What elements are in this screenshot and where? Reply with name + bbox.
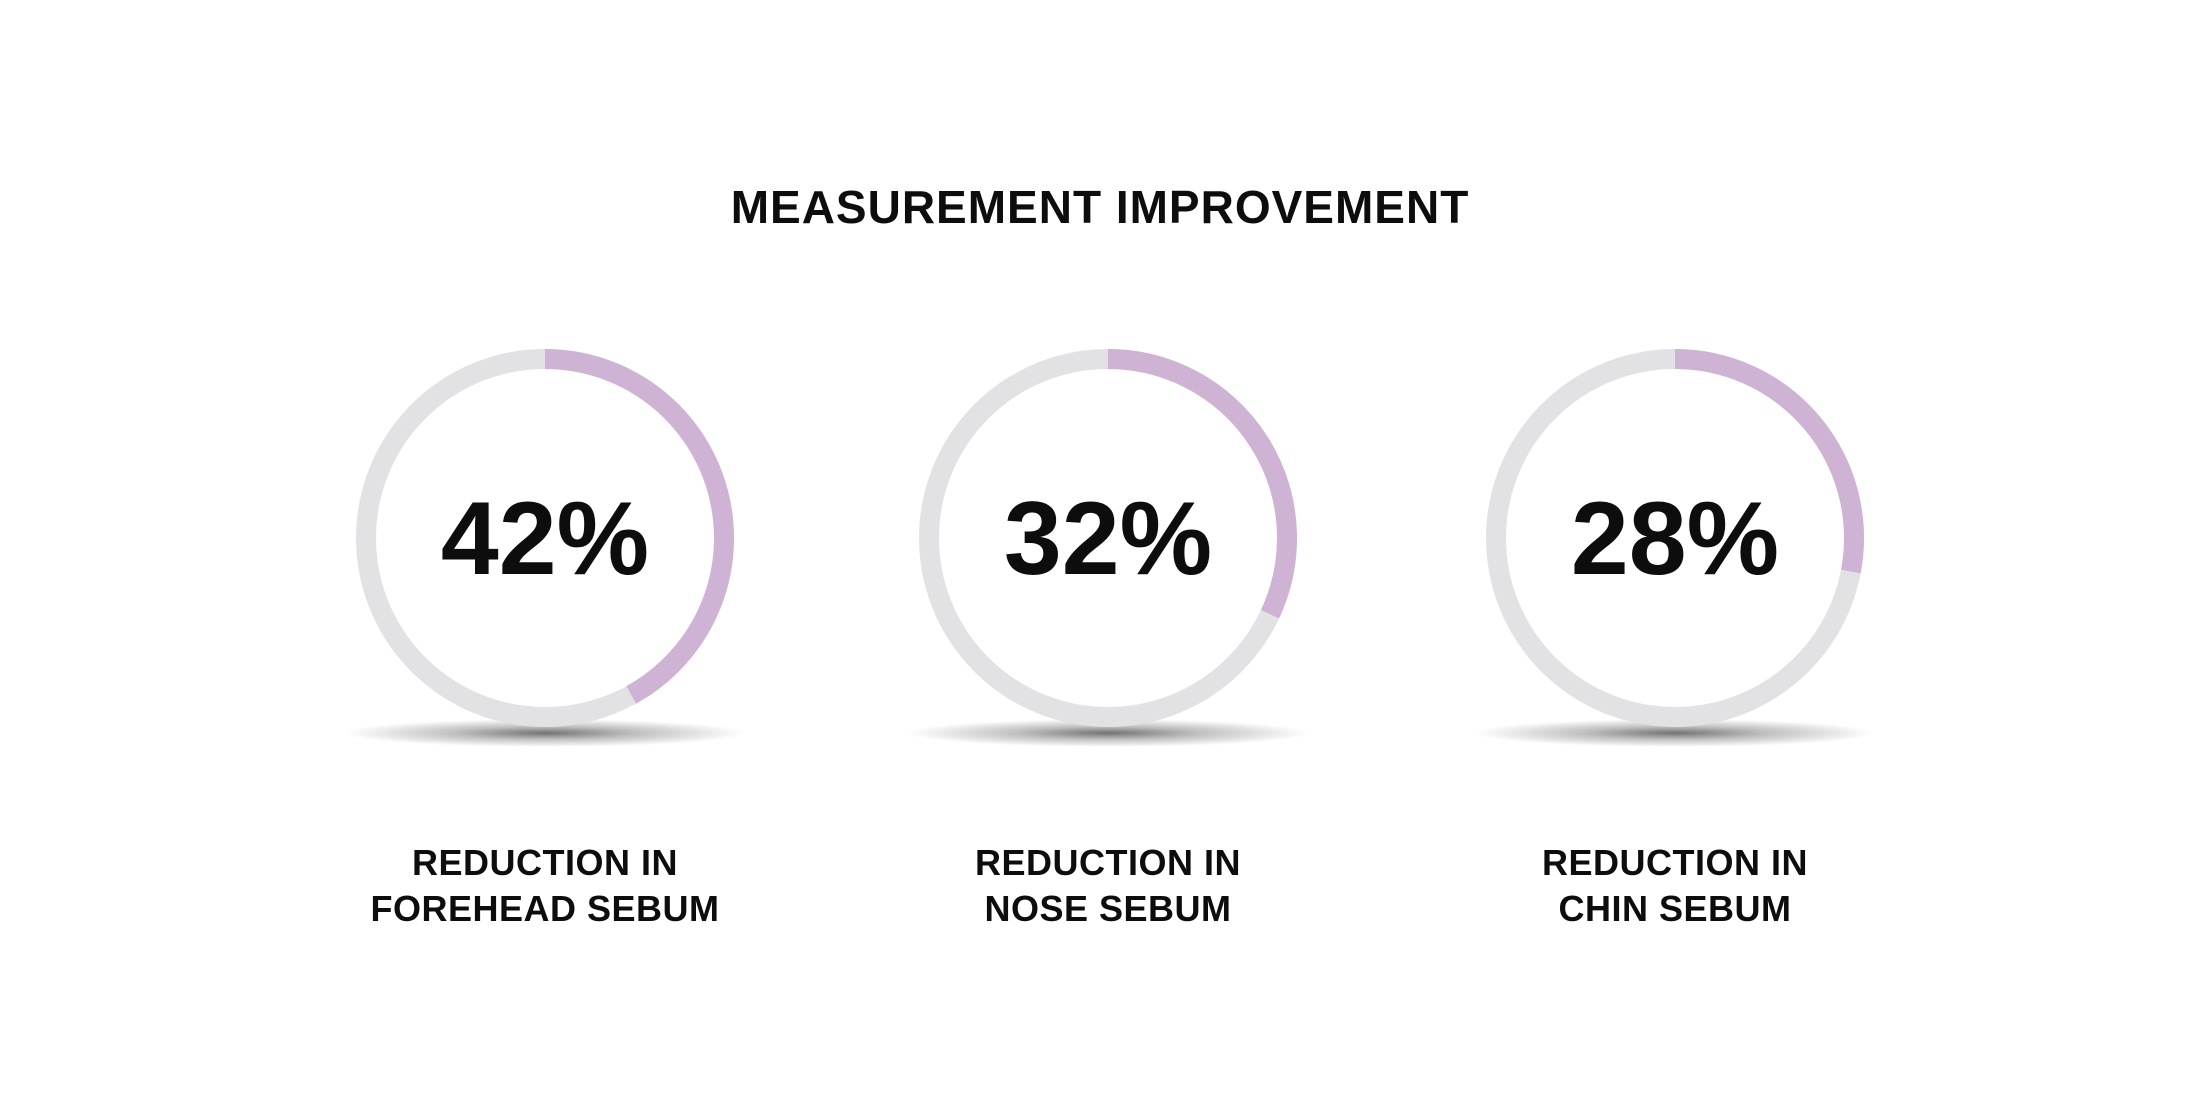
ring-shadow-nose [908,719,1308,747]
label-line: REDUCTION IN [1542,842,1808,883]
label-line: REDUCTION IN [975,842,1241,883]
label-line: CHIN SEBUM [1558,888,1792,929]
ring-disc-forehead [366,359,724,717]
chart-title: MEASUREMENT IMPROVEMENT [730,181,1470,233]
ring-shadow-forehead [345,719,745,747]
value-label-forehead: 42% [441,481,649,597]
label-line: FOREHEAD SEBUM [370,888,720,929]
label-line: REDUCTION IN [412,842,678,883]
label-line: NOSE SEBUM [984,888,1232,929]
value-label-chin: 28% [1571,481,1779,597]
ring-disc-nose [929,359,1287,717]
ring-shadow-chin [1475,719,1875,747]
label-nose-sebum: REDUCTION IN NOSE SEBUM [858,840,1358,932]
label-chin-sebum: REDUCTION IN CHIN SEBUM [1425,840,1925,932]
ring-progress-chin [1674,349,1864,574]
ring-progress-forehead [544,349,734,704]
ring-disc-chin [1496,359,1854,717]
ring-progress-nose [1107,349,1297,619]
value-label-nose: 32% [1004,481,1212,597]
label-forehead-sebum: REDUCTION IN FOREHEAD SEBUM [295,840,795,932]
